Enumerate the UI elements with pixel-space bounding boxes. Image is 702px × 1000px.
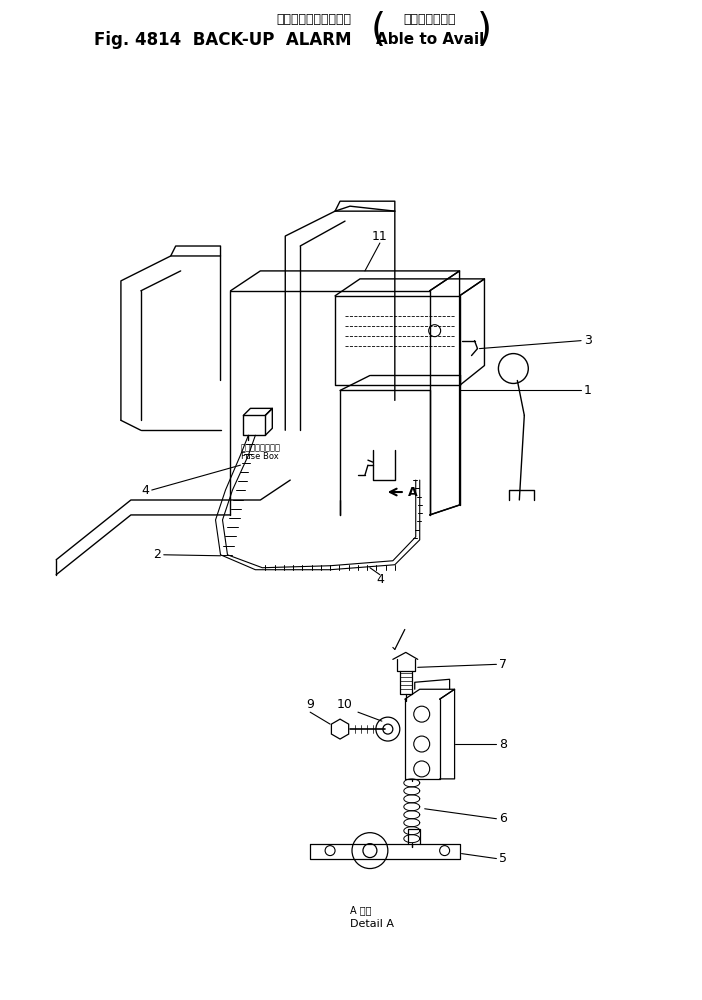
Text: 6: 6 bbox=[499, 812, 508, 825]
Text: 装　着　可　能: 装 着 可 能 bbox=[404, 13, 456, 26]
Text: A: A bbox=[408, 486, 418, 499]
Text: 7: 7 bbox=[499, 658, 508, 671]
Text: 9: 9 bbox=[306, 698, 314, 711]
Text: ): ) bbox=[477, 11, 492, 49]
Text: ヒューズボックス: ヒューズボックス bbox=[240, 443, 280, 452]
Text: Detail A: Detail A bbox=[350, 919, 394, 929]
Text: Fuse Box: Fuse Box bbox=[241, 452, 279, 461]
Text: A 拡縮: A 拡縮 bbox=[350, 905, 371, 915]
Text: 8: 8 bbox=[499, 738, 508, 751]
Text: 1: 1 bbox=[584, 384, 592, 397]
Text: Able to Avail: Able to Avail bbox=[376, 32, 484, 47]
Text: 2: 2 bbox=[153, 548, 161, 561]
Text: バックアップアラーム: バックアップアラーム bbox=[276, 13, 351, 26]
Text: (: ( bbox=[371, 11, 385, 49]
Text: 11: 11 bbox=[372, 230, 388, 243]
Text: Fig. 4814  BACK-UP  ALARM: Fig. 4814 BACK-UP ALARM bbox=[93, 31, 351, 49]
Text: 5: 5 bbox=[499, 852, 508, 865]
Text: 10: 10 bbox=[337, 698, 353, 711]
Text: 4: 4 bbox=[141, 484, 149, 497]
Text: 4: 4 bbox=[376, 573, 384, 586]
Text: 3: 3 bbox=[584, 334, 592, 347]
